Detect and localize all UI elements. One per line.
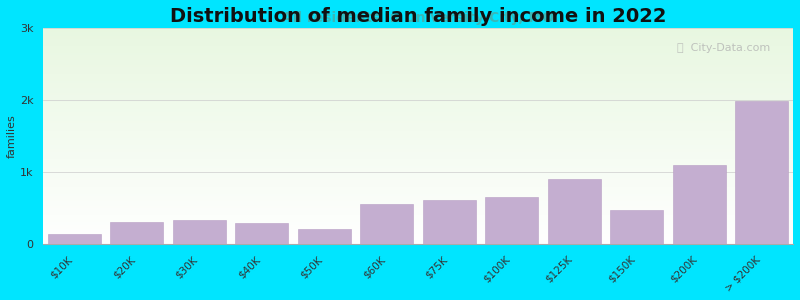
Bar bbox=[360, 204, 414, 244]
Y-axis label: families: families bbox=[7, 114, 17, 158]
Bar bbox=[298, 229, 351, 244]
Bar bbox=[548, 179, 601, 244]
Bar bbox=[422, 200, 476, 244]
Bar bbox=[173, 220, 226, 244]
Bar bbox=[610, 211, 663, 244]
Text: All residents in University City, MO: All residents in University City, MO bbox=[282, 11, 554, 25]
Bar bbox=[486, 197, 538, 244]
Bar bbox=[48, 234, 101, 244]
Title: Distribution of median family income in 2022: Distribution of median family income in … bbox=[170, 7, 666, 26]
Bar bbox=[735, 101, 788, 244]
Bar bbox=[110, 222, 163, 244]
Bar bbox=[235, 223, 288, 244]
Bar bbox=[673, 165, 726, 244]
Text: ⓘ  City-Data.com: ⓘ City-Data.com bbox=[678, 43, 770, 53]
